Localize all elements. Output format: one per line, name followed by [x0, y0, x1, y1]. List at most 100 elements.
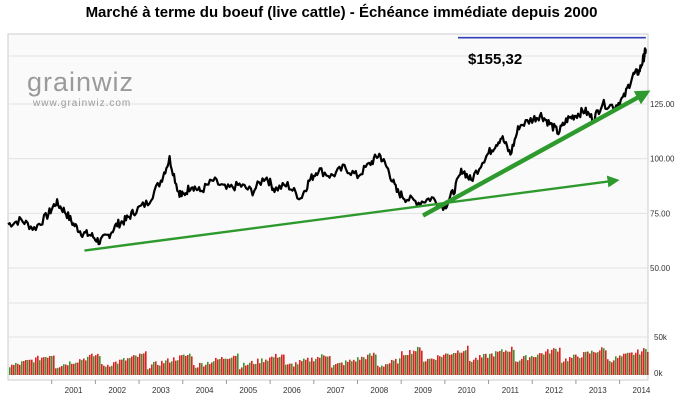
volume-bar — [613, 360, 615, 375]
volume-bar — [619, 355, 621, 375]
volume-bar — [101, 364, 103, 375]
volume-bar — [41, 357, 43, 375]
volume-bar — [69, 361, 71, 375]
volume-bar — [395, 358, 397, 375]
volume-bar — [81, 360, 83, 375]
x-tick-label: 2006 — [283, 386, 301, 395]
volume-bar — [587, 351, 589, 375]
y-axis-ticks: 50.00 75.00 100.00 125.00 — [650, 100, 675, 273]
volume-bar — [173, 357, 175, 375]
volume-bar — [217, 359, 219, 375]
volume-bar — [475, 357, 477, 375]
volume-bar — [507, 351, 509, 375]
volume-bar — [453, 352, 455, 375]
volume-bar — [585, 351, 587, 375]
volume-bar — [345, 360, 347, 375]
volume-bar — [629, 352, 631, 375]
volume-bar — [145, 351, 147, 375]
volume-bar — [575, 354, 577, 375]
volume-bar — [499, 350, 501, 375]
volume-bar — [341, 362, 343, 375]
volume-bar — [429, 358, 431, 375]
volume-bar — [331, 367, 333, 375]
watermark-url: www.grainwiz.com — [32, 98, 131, 109]
volume-bar — [335, 364, 337, 375]
volume-bar — [329, 356, 331, 375]
price-annotation: $155,32 — [468, 51, 522, 68]
volume-bar — [73, 363, 75, 375]
volume-bar — [167, 358, 169, 375]
volume-bar — [561, 362, 563, 375]
volume-bar — [627, 352, 629, 375]
volume-bar — [133, 355, 135, 375]
volume-bar — [305, 359, 307, 375]
volume-bar — [359, 359, 361, 375]
volume-bar — [319, 357, 321, 375]
volume-bar — [287, 364, 289, 375]
volume-bar — [361, 356, 363, 375]
volume-bar — [573, 354, 575, 375]
volume-bar — [339, 362, 341, 375]
volume-bar — [483, 353, 485, 375]
volume-bar — [645, 349, 647, 375]
volume-bar — [377, 365, 379, 375]
volume-bar — [279, 356, 281, 375]
volume-bar — [47, 357, 49, 375]
volume-bar — [11, 364, 13, 375]
volume-bar — [241, 367, 243, 375]
volume-bar — [347, 361, 349, 375]
volume-bar — [49, 355, 51, 375]
volume-bar — [581, 357, 583, 375]
volume-bar — [471, 361, 473, 375]
volume-bar — [75, 362, 77, 375]
volume-bar — [485, 353, 487, 375]
volume-bar — [549, 353, 551, 375]
volume-bar — [181, 355, 183, 375]
volume-bar — [535, 357, 537, 375]
volume-bar — [411, 353, 413, 375]
volume-bar — [223, 358, 225, 375]
volume-bar — [541, 353, 543, 375]
volume-bar — [267, 360, 269, 375]
volume-bar — [251, 360, 253, 375]
volume-bar — [139, 353, 141, 375]
price-line — [7, 47, 647, 246]
volume-bar — [513, 349, 515, 375]
trendline-2 — [421, 90, 651, 218]
volume-bar — [257, 358, 259, 375]
volume-bar — [199, 362, 201, 375]
volume-bar — [615, 356, 617, 375]
volume-bar — [179, 355, 181, 375]
volume-bar — [91, 353, 93, 375]
volume-bar — [191, 356, 193, 375]
volume-bar — [405, 354, 407, 375]
volume-bar — [355, 361, 357, 375]
volume-bar — [85, 360, 87, 375]
volume-bar — [467, 345, 469, 375]
volume-bar — [403, 355, 405, 375]
volume-bar — [25, 359, 27, 375]
volume-bar — [445, 353, 447, 375]
volume-bar — [611, 362, 613, 375]
volume-bar — [231, 357, 233, 375]
volume-bar — [253, 364, 255, 375]
volume-bar — [569, 357, 571, 375]
volume-bar — [201, 363, 203, 375]
volume-bar — [533, 357, 535, 375]
volume-bar — [565, 358, 567, 375]
grid — [8, 55, 648, 338]
volume-bar — [455, 353, 457, 375]
volume-bar — [315, 358, 317, 375]
volume-bar — [443, 354, 445, 375]
plot-area — [7, 33, 649, 381]
y-tick-label: 75.00 — [650, 209, 671, 218]
volume-bar — [185, 355, 187, 375]
volume-bar — [413, 350, 415, 375]
volume-bar — [275, 353, 277, 375]
x-tick-label: 2012 — [545, 386, 563, 395]
volume-bar — [391, 359, 393, 375]
volume-bar — [477, 359, 479, 375]
x-tick-label: 2007 — [327, 386, 345, 395]
volume-bar — [67, 365, 69, 375]
